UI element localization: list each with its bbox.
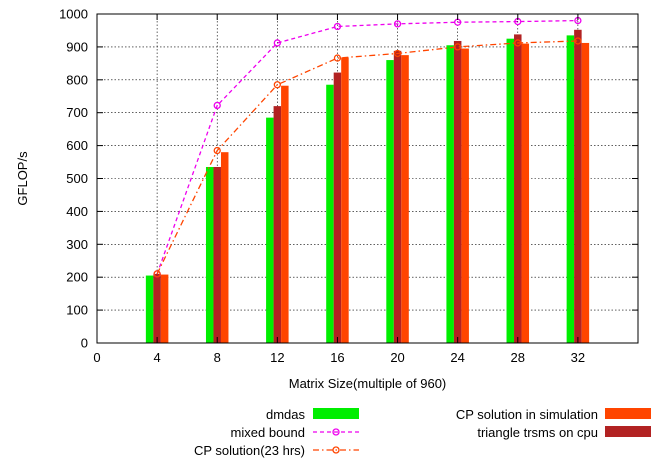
- bar-dmdas: [266, 117, 274, 343]
- x-tick-label: 16: [330, 350, 344, 365]
- bar-triangle-trsms-on-cpu: [153, 273, 161, 343]
- line-series-group: [153, 16, 582, 278]
- bar-dmdas: [205, 166, 214, 343]
- y-tick-label: 1000: [59, 7, 88, 22]
- line-point: [333, 54, 342, 62]
- bar-cp-solution-in-simulation: [401, 55, 409, 343]
- x-tick-label: 8: [214, 350, 221, 365]
- legend-swatch: [313, 408, 359, 419]
- bar-dmdas: [326, 84, 334, 344]
- legend: dmdas mixed bound CP solution(23 hrs) CP so…: [194, 407, 651, 458]
- bar-triangle-trsms-on-cpu: [453, 40, 462, 344]
- bar-series-group: [145, 29, 590, 344]
- bar-cp-solution-in-simulation: [341, 57, 349, 343]
- x-tick-label: 20: [390, 350, 404, 365]
- line-point: [514, 39, 522, 47]
- bar-cp-solution-in-simulation: [281, 85, 289, 344]
- y-tick-label: 600: [66, 138, 88, 153]
- legend-label: mixed bound: [231, 425, 305, 440]
- bar-dmdas: [145, 275, 154, 343]
- y-tick-label: 500: [66, 171, 88, 186]
- bar-cp-solution-in-simulation: [160, 274, 169, 343]
- legend-label: CP solution in simulation: [456, 407, 598, 422]
- bar-cp-solution-in-simulation: [521, 43, 530, 344]
- x-tick-label: 28: [511, 350, 525, 365]
- legend-label: CP solution(23 hrs): [194, 443, 305, 458]
- bar-triangle-trsms-on-cpu: [213, 166, 221, 343]
- legend-marker: [332, 428, 340, 436]
- bar-cp-solution-in-simulation: [461, 48, 469, 344]
- legend-swatch: [605, 408, 651, 419]
- y-tick-label: 700: [66, 105, 88, 120]
- x-tick-label: 0: [93, 350, 100, 365]
- y-tick-label: 800: [66, 72, 88, 87]
- line-point: [574, 37, 582, 45]
- x-tick-label: 12: [270, 350, 284, 365]
- bar-dmdas: [506, 38, 515, 344]
- bar-triangle-trsms-on-cpu: [393, 50, 402, 344]
- line-mixed-bound: [156, 19, 578, 275]
- bar-dmdas: [566, 35, 575, 343]
- x-axis-label: Matrix Size(multiple of 960): [289, 376, 447, 391]
- line-cp-solution-23-hrs-: [156, 40, 578, 275]
- y-tick-label: 0: [81, 336, 88, 351]
- bar-triangle-trsms-on-cpu: [514, 34, 522, 343]
- x-tick-label: 24: [450, 350, 464, 365]
- line-point: [454, 43, 462, 51]
- bar-cp-solution-in-simulation: [581, 42, 590, 344]
- line-point: [333, 22, 342, 31]
- line-point: [273, 39, 281, 47]
- y-tick-label: 400: [66, 204, 88, 219]
- y-tick-label: 200: [66, 270, 88, 285]
- bar-cp-solution-in-simulation: [220, 152, 229, 343]
- legend-swatch: [605, 426, 651, 437]
- y-axis-label: GFLOP/s: [15, 151, 30, 206]
- legend-label: triangle trsms on cpu: [477, 425, 598, 440]
- y-tick-label: 900: [66, 39, 88, 54]
- legend-label: dmdas: [266, 407, 306, 422]
- x-tick-label: 32: [571, 350, 585, 365]
- bar-dmdas: [446, 45, 454, 343]
- grid-lines: [97, 14, 638, 343]
- bar-triangle-trsms-on-cpu: [273, 106, 282, 344]
- bar-dmdas: [386, 60, 394, 344]
- legend-marker: [332, 446, 340, 454]
- line-point: [393, 49, 402, 58]
- x-tick-label: 4: [153, 350, 160, 365]
- line-point: [213, 146, 221, 155]
- y-tick-label: 100: [66, 303, 88, 318]
- line-point: [393, 20, 402, 28]
- bar-triangle-trsms-on-cpu: [333, 72, 342, 343]
- line-point: [273, 81, 281, 89]
- line-point: [213, 101, 221, 110]
- axis-ticks: 0 100 200 300 400 500 600 700 800 900 1000 0 4 8 12 16 2…: [59, 7, 638, 365]
- y-tick-label: 300: [66, 237, 88, 252]
- bar-triangle-trsms-on-cpu: [574, 29, 582, 344]
- line-point: [153, 270, 161, 278]
